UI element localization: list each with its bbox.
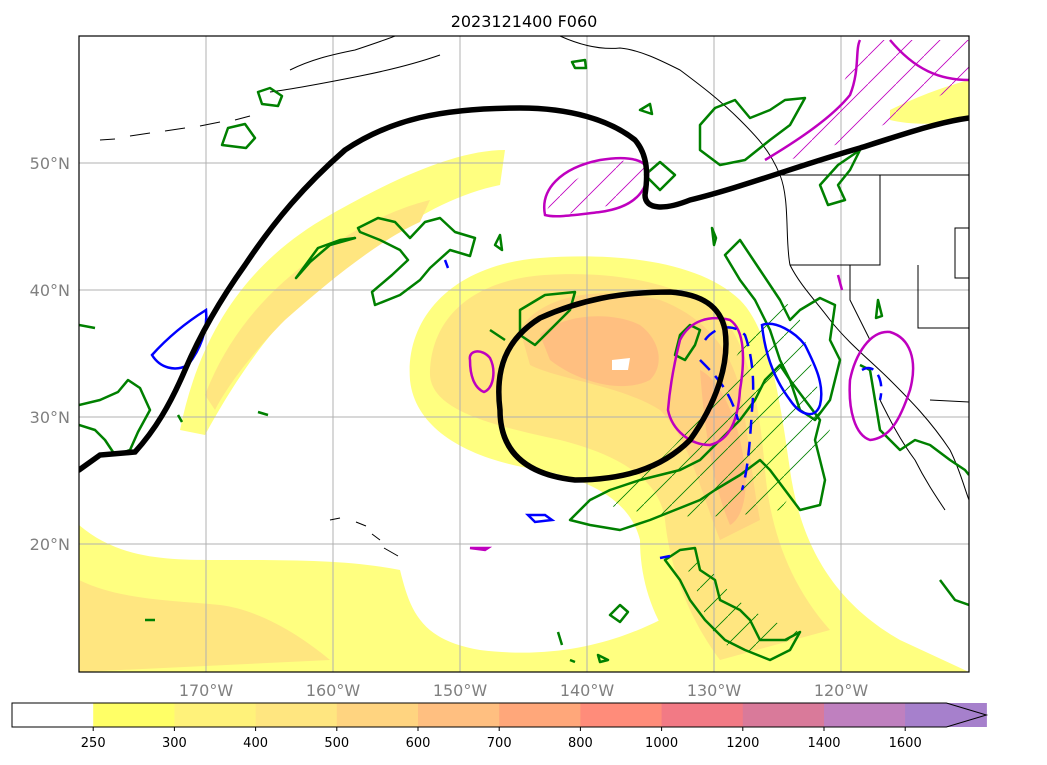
colorbar-tick-label: 500 <box>324 736 349 751</box>
lat-label-30n: 30°N <box>30 408 70 427</box>
colorbar-tick-label: 800 <box>568 736 593 751</box>
lon-label-170w: 170°W <box>179 681 234 700</box>
map-area <box>79 36 969 672</box>
colorbar-segment <box>12 703 94 727</box>
lon-label-140w: 140°W <box>560 681 615 700</box>
colorbar-segment <box>661 703 744 727</box>
colorbar-segment <box>255 703 338 727</box>
colorbar: 250 300 400 500 600 700 800 1000 1200 1400 1600 <box>11 702 989 751</box>
latitude-labels: 50°N 40°N 30°N 20°N <box>30 154 70 554</box>
colorbar-tick-label: 300 <box>162 736 187 751</box>
lon-label-120w: 120°W <box>814 681 869 700</box>
colorbar-segment <box>418 703 500 727</box>
colorbar-segment <box>580 703 663 727</box>
lat-label-20n: 20°N <box>30 535 70 554</box>
colorbar-tick-label: 1000 <box>645 736 678 751</box>
map-frame <box>78 35 970 673</box>
colorbar-tick-label: 1600 <box>889 736 922 751</box>
map-title: 2023121400 F060 <box>451 12 598 31</box>
colorbar-segment <box>174 703 257 727</box>
colorbar-outline <box>11 702 989 728</box>
lon-label-160w: 160°W <box>306 681 361 700</box>
graticule <box>79 36 969 672</box>
lon-label-130w: 130°W <box>687 681 742 700</box>
colorbar-tick-label: 700 <box>487 736 512 751</box>
colorbar-segment <box>336 703 419 727</box>
black-contour <box>79 105 969 483</box>
colorbar-tick-label: 400 <box>243 736 268 751</box>
colorbar-tick-label: 250 <box>81 736 106 751</box>
longitude-labels: 170°W 160°W 150°W 140°W 130°W 120°W <box>179 681 869 700</box>
colorbar-segment <box>93 703 175 727</box>
lat-label-40n: 40°N <box>30 281 70 300</box>
hatched-regions <box>545 40 969 652</box>
colorbar-segment <box>824 703 906 727</box>
colorbar-tick-label: 1200 <box>726 736 759 751</box>
lat-label-50n: 50°N <box>30 154 70 173</box>
lon-label-150w: 150°W <box>433 681 488 700</box>
colorbar-segment <box>499 703 581 727</box>
coastlines <box>99 36 969 557</box>
colorbar-tick-label: 600 <box>406 736 431 751</box>
colorbar-tick-label: 1400 <box>807 736 840 751</box>
colorbar-segment <box>742 703 825 727</box>
green-contours <box>79 58 969 664</box>
